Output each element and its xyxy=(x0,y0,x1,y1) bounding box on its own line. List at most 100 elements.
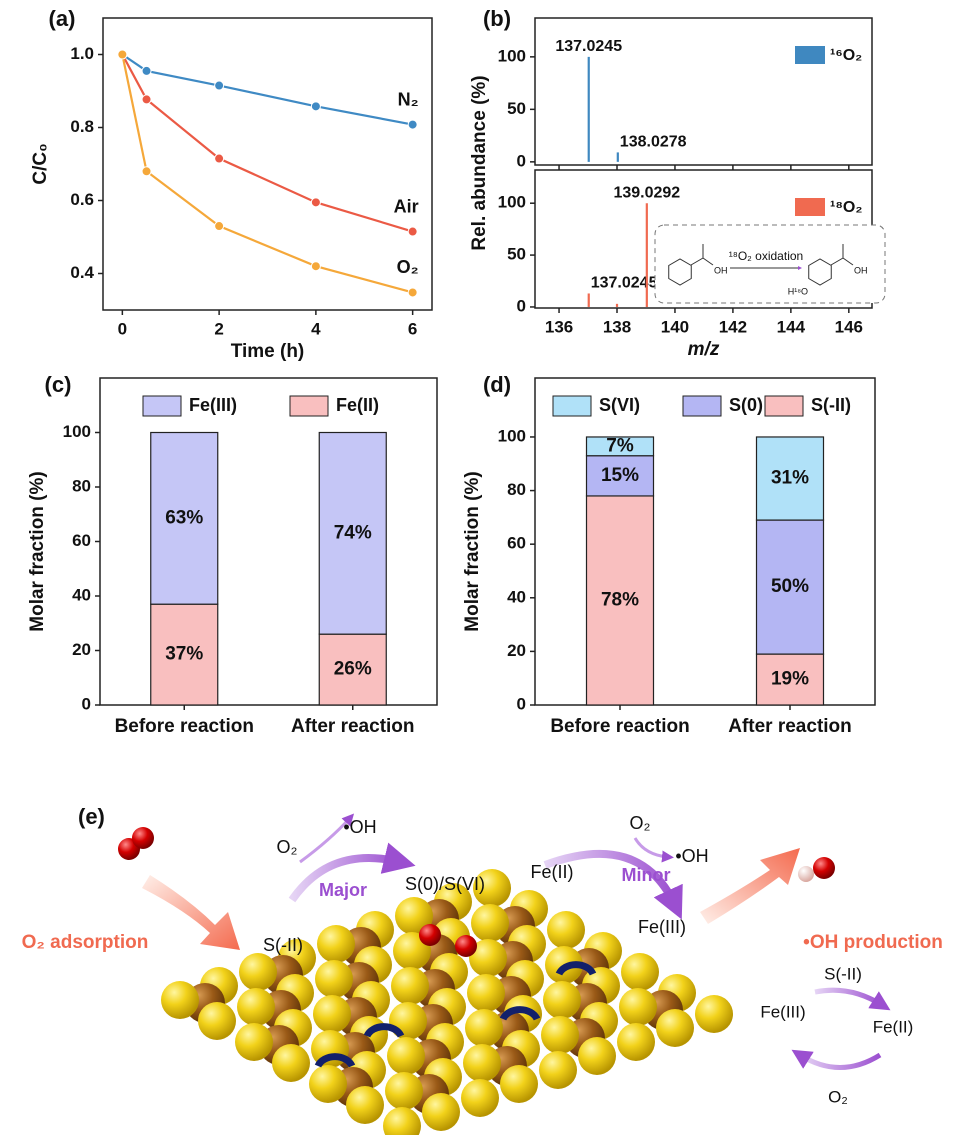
y-tick-label: 100 xyxy=(498,193,526,212)
atom xyxy=(461,1079,499,1117)
atom xyxy=(539,1051,577,1089)
atom xyxy=(237,988,275,1026)
atom xyxy=(656,1009,694,1047)
legend-swatch xyxy=(290,396,328,416)
atom xyxy=(619,988,657,1026)
atom xyxy=(621,953,659,991)
pyrite-slab xyxy=(161,869,733,1135)
atom xyxy=(391,967,429,1005)
species-label: O₂ xyxy=(277,837,298,857)
atom xyxy=(617,1023,655,1061)
atom xyxy=(387,1037,425,1075)
data-point xyxy=(408,288,417,297)
value-label: 7% xyxy=(606,435,634,456)
atom xyxy=(541,1016,579,1054)
y-tick-label: 100 xyxy=(63,422,91,441)
value-label: 15% xyxy=(601,465,639,486)
y-tick-label: 100 xyxy=(498,46,526,65)
atom xyxy=(161,981,199,1019)
series-label: O₂ xyxy=(397,257,419,277)
x-tick-label: After reaction xyxy=(728,716,852,737)
panel-label: (c) xyxy=(45,372,72,397)
legend-label: Fe(II) xyxy=(336,395,379,415)
data-point xyxy=(408,120,417,129)
legend-swatch xyxy=(553,396,591,416)
legend-label: S(VI) xyxy=(599,395,640,415)
atom xyxy=(578,1037,616,1075)
legend-label: ¹⁸O₂ xyxy=(830,199,862,216)
atom xyxy=(313,995,351,1033)
panel-label: (d) xyxy=(483,372,511,397)
data-point xyxy=(215,222,224,231)
atom xyxy=(272,1044,310,1082)
value-label: 31% xyxy=(771,468,809,489)
value-label: 74% xyxy=(334,522,372,543)
x-tick-label: 2 xyxy=(214,319,223,338)
y-tick-label: 80 xyxy=(507,480,526,499)
adsorption-label: O₂ adsorption xyxy=(22,932,149,953)
atom xyxy=(465,1009,503,1047)
x-tick-label: 140 xyxy=(661,317,689,336)
y-tick-label: 80 xyxy=(72,476,91,495)
production-label: •OH production xyxy=(803,932,943,953)
species-label: S(-II) xyxy=(263,935,303,955)
y-axis-label: Molar fraction (%) xyxy=(27,471,48,631)
species-label: Fe(III) xyxy=(638,917,686,937)
cycle-arrow xyxy=(800,1055,880,1068)
atom xyxy=(547,911,585,949)
species-label: •OH xyxy=(675,846,708,866)
y-tick-label: 60 xyxy=(507,534,526,553)
inset-group: OH xyxy=(854,265,868,275)
oxygen-atom xyxy=(419,924,441,946)
y-tick-label: 0.4 xyxy=(70,263,94,282)
y-axis-label: Molar fraction (%) xyxy=(462,471,483,631)
value-label: 37% xyxy=(165,644,203,665)
series-label: N₂ xyxy=(398,89,419,109)
x-tick-label: 136 xyxy=(545,317,573,336)
y-tick-label: 20 xyxy=(72,640,91,659)
panel-label: (a) xyxy=(49,6,76,31)
legend-swatch xyxy=(795,198,825,216)
cycle-arrow xyxy=(815,990,882,1005)
atom xyxy=(500,1065,538,1103)
data-point xyxy=(311,102,320,111)
data-point xyxy=(311,198,320,207)
x-tick-label: Before reaction xyxy=(550,716,689,737)
y-axis-label: Rel. abundance (%) xyxy=(469,75,490,250)
atom xyxy=(315,960,353,998)
y-tick-label: 50 xyxy=(507,245,526,264)
data-point xyxy=(142,95,151,104)
y-tick-label: 50 xyxy=(507,99,526,118)
panel-label: (b) xyxy=(483,6,511,31)
oxygen-atom xyxy=(132,827,154,849)
atom xyxy=(383,1107,421,1135)
legend-label: S(0) xyxy=(729,395,763,415)
cycle-label: Fe(II) xyxy=(873,1017,914,1036)
hydrogen-atom xyxy=(798,866,814,882)
legend-swatch xyxy=(765,396,803,416)
atom xyxy=(198,1002,236,1040)
production-arrow xyxy=(700,848,800,924)
species-label: O₂ xyxy=(630,813,651,833)
data-line xyxy=(122,55,412,232)
peak-label: 137.0245 xyxy=(555,38,622,55)
pathway-label: Minor xyxy=(622,865,671,885)
atom xyxy=(385,1072,423,1110)
legend-swatch xyxy=(683,396,721,416)
atom xyxy=(239,953,277,991)
peak-label: 138.0278 xyxy=(620,134,687,151)
atom xyxy=(317,925,355,963)
cycle-label: S(-II) xyxy=(824,964,862,983)
adsorption-arrow xyxy=(142,875,240,950)
oxygen-atom xyxy=(455,935,477,957)
atom xyxy=(389,1002,427,1040)
y-axis-label: C/C₀ xyxy=(30,143,51,184)
legend-swatch xyxy=(795,46,825,64)
y-tick-label: 0 xyxy=(82,694,91,713)
inset-group: OH xyxy=(714,265,728,275)
cycle-label: Fe(III) xyxy=(760,1002,805,1021)
data-point xyxy=(408,227,417,236)
species-label: •OH xyxy=(343,817,376,837)
x-tick-label: 138 xyxy=(603,317,631,336)
x-tick-label: 0 xyxy=(118,319,127,338)
